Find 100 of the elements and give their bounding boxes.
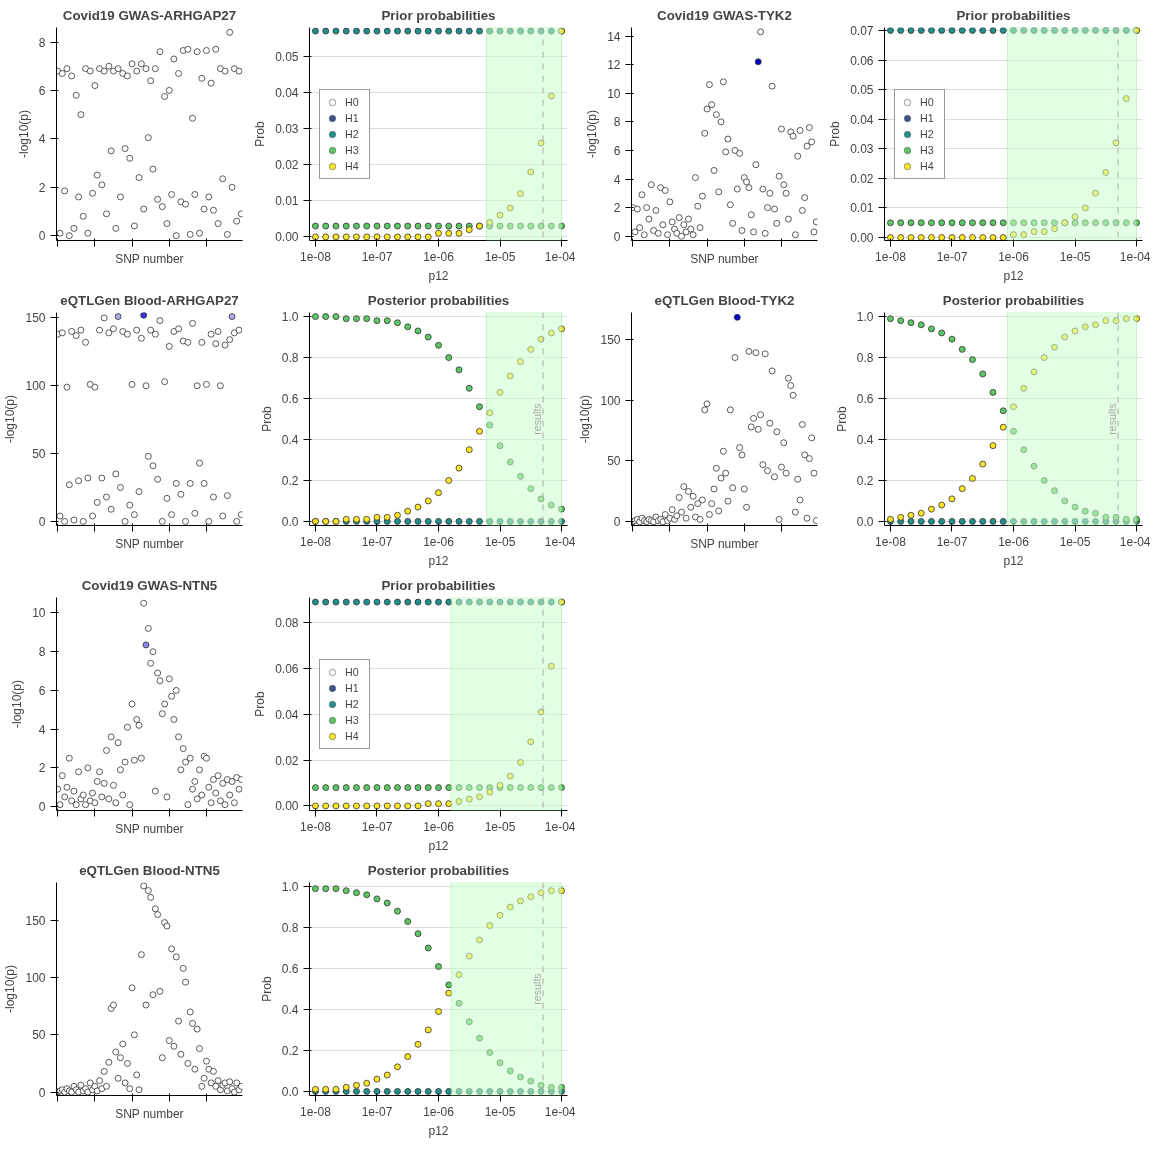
- x-tick-label: 1e-05: [484, 819, 516, 834]
- legend-label: H0: [345, 664, 360, 680]
- y-tick-label: 150: [25, 311, 46, 326]
- y-tick-label: 8: [38, 645, 46, 660]
- y-tick-label: 0.03: [850, 142, 874, 157]
- x-tick-label: 1e-08: [300, 249, 332, 264]
- y-tick-label: 50: [607, 454, 621, 469]
- y-tick-label: 0.4: [281, 1002, 299, 1017]
- y-tick-label: 0.05: [275, 49, 299, 64]
- x-tick-label: 1e-06: [423, 249, 455, 264]
- x-tick-label: 1e-04: [544, 249, 576, 264]
- y-tick-label: 50: [32, 447, 46, 462]
- ref-line-label: results: [531, 403, 544, 435]
- x-tick-label: 1e-05: [1059, 534, 1091, 549]
- y-tick-label: 0.00: [275, 230, 299, 245]
- y-tick-label: 14: [607, 29, 621, 44]
- y-tick-label: 0.07: [850, 23, 874, 38]
- x-tick-label: 1e-06: [423, 1104, 455, 1119]
- y-tick-label: 0: [613, 515, 621, 530]
- y-tick-label: 0.08: [275, 616, 299, 631]
- legend-label: H2: [920, 126, 935, 142]
- x-tick-label: 1e-05: [484, 534, 516, 549]
- y-axis-title: -log10(p): [585, 109, 600, 159]
- y-tick-label: 12: [607, 58, 621, 73]
- y-tick-label: 0.00: [275, 799, 299, 814]
- ref-line-label: results: [1106, 403, 1119, 435]
- x-axis-title: p12: [428, 553, 449, 568]
- x-axis-title: SNP number: [115, 821, 184, 836]
- x-tick-label: 1e-04: [544, 819, 576, 834]
- legend-label: H1: [920, 110, 935, 126]
- chart-title: Covid19 GWAS-ARHGAP27: [62, 7, 237, 23]
- x-tick-label: 1e-05: [484, 1104, 516, 1119]
- x-axis-title: p12: [428, 1123, 449, 1138]
- y-tick-label: 0.0: [281, 1084, 299, 1099]
- y-tick-label: 0.8: [281, 351, 299, 366]
- chart-title: Covid19 GWAS-NTN5: [81, 577, 218, 593]
- y-tick-label: 0.06: [275, 662, 299, 676]
- chart-title: Prior probabilities: [381, 577, 496, 593]
- y-axis-title: Prob: [259, 406, 274, 432]
- y-tick-label: 0.8: [856, 351, 874, 366]
- y-tick-label: 0.6: [281, 962, 299, 977]
- chart-title: Covid19 GWAS-TYK2: [657, 7, 792, 23]
- x-axis-title: SNP number: [690, 536, 759, 551]
- y-tick-label: 0.03: [275, 122, 299, 137]
- y-tick-label: 2: [613, 201, 621, 216]
- y-tick-label: 0.0: [281, 514, 299, 529]
- x-tick-label: 1e-07: [361, 1104, 393, 1119]
- y-axis-title: Prob: [828, 121, 843, 147]
- y-axis-title: Prob: [834, 406, 849, 432]
- y-axis-title: Prob: [259, 976, 274, 1002]
- chart-title: eQTLGen Blood-ARHGAP27: [60, 292, 239, 308]
- y-tick-label: 0.2: [856, 473, 874, 488]
- x-tick-label: 1e-07: [361, 249, 393, 264]
- y-tick-label: 2: [38, 180, 46, 195]
- y-tick-label: 0.00: [850, 231, 874, 246]
- x-axis-title: SNP number: [115, 251, 184, 266]
- x-tick-label: 1e-07: [361, 534, 393, 549]
- y-axis-title: -log10(p): [10, 679, 25, 729]
- x-tick-label: 1e-05: [1059, 249, 1091, 264]
- y-tick-label: 4: [38, 132, 46, 147]
- chart-title: Prior probabilities: [956, 7, 1071, 23]
- y-tick-label: 0.4: [856, 432, 874, 447]
- legend-label: H0: [920, 94, 935, 110]
- y-tick-label: 1.0: [856, 310, 874, 325]
- y-tick-label: 10: [607, 86, 621, 101]
- chart-title: Prior probabilities: [381, 7, 496, 23]
- x-tick-label: 1e-06: [998, 249, 1030, 264]
- x-tick-label: 1e-05: [484, 249, 516, 264]
- x-tick-label: 1e-07: [936, 249, 968, 264]
- y-tick-label: 0.6: [856, 392, 874, 407]
- y-tick-label: 0: [38, 1085, 46, 1100]
- y-tick-label: 100: [25, 379, 46, 394]
- x-axis-title: p12: [428, 268, 449, 283]
- y-tick-label: 0.04: [275, 85, 299, 100]
- y-axis-title: Prob: [253, 691, 268, 717]
- x-tick-label: 1e-06: [423, 534, 455, 549]
- y-axis-title: -log10(p): [16, 109, 31, 159]
- y-tick-label: 50: [32, 1028, 46, 1043]
- legend-label: H4: [345, 158, 360, 174]
- y-tick-label: 0.02: [275, 753, 299, 768]
- y-tick-label: 10: [32, 606, 46, 621]
- y-tick-label: 8: [613, 115, 621, 130]
- y-tick-label: 4: [613, 172, 621, 187]
- y-tick-label: 150: [25, 913, 46, 928]
- y-tick-label: 0.01: [850, 201, 874, 216]
- x-axis-title: p12: [1003, 553, 1024, 568]
- y-tick-label: 6: [38, 83, 46, 98]
- legend-label: H4: [920, 158, 935, 174]
- y-axis-title: -log10(p): [578, 394, 593, 444]
- chart-title: eQTLGen Blood-NTN5: [79, 862, 221, 878]
- x-tick-label: 1e-04: [1119, 534, 1151, 549]
- legend-label: H3: [920, 142, 935, 158]
- x-tick-label: 1e-07: [936, 534, 968, 549]
- y-tick-label: 8: [38, 35, 46, 50]
- y-tick-label: 0.8: [281, 921, 299, 936]
- y-tick-label: 0: [38, 514, 46, 529]
- legend-label: H3: [345, 142, 360, 158]
- x-axis-title: SNP number: [115, 1106, 184, 1121]
- chart-title: Posterior probabilities: [367, 292, 510, 308]
- y-tick-label: 0.6: [281, 392, 299, 407]
